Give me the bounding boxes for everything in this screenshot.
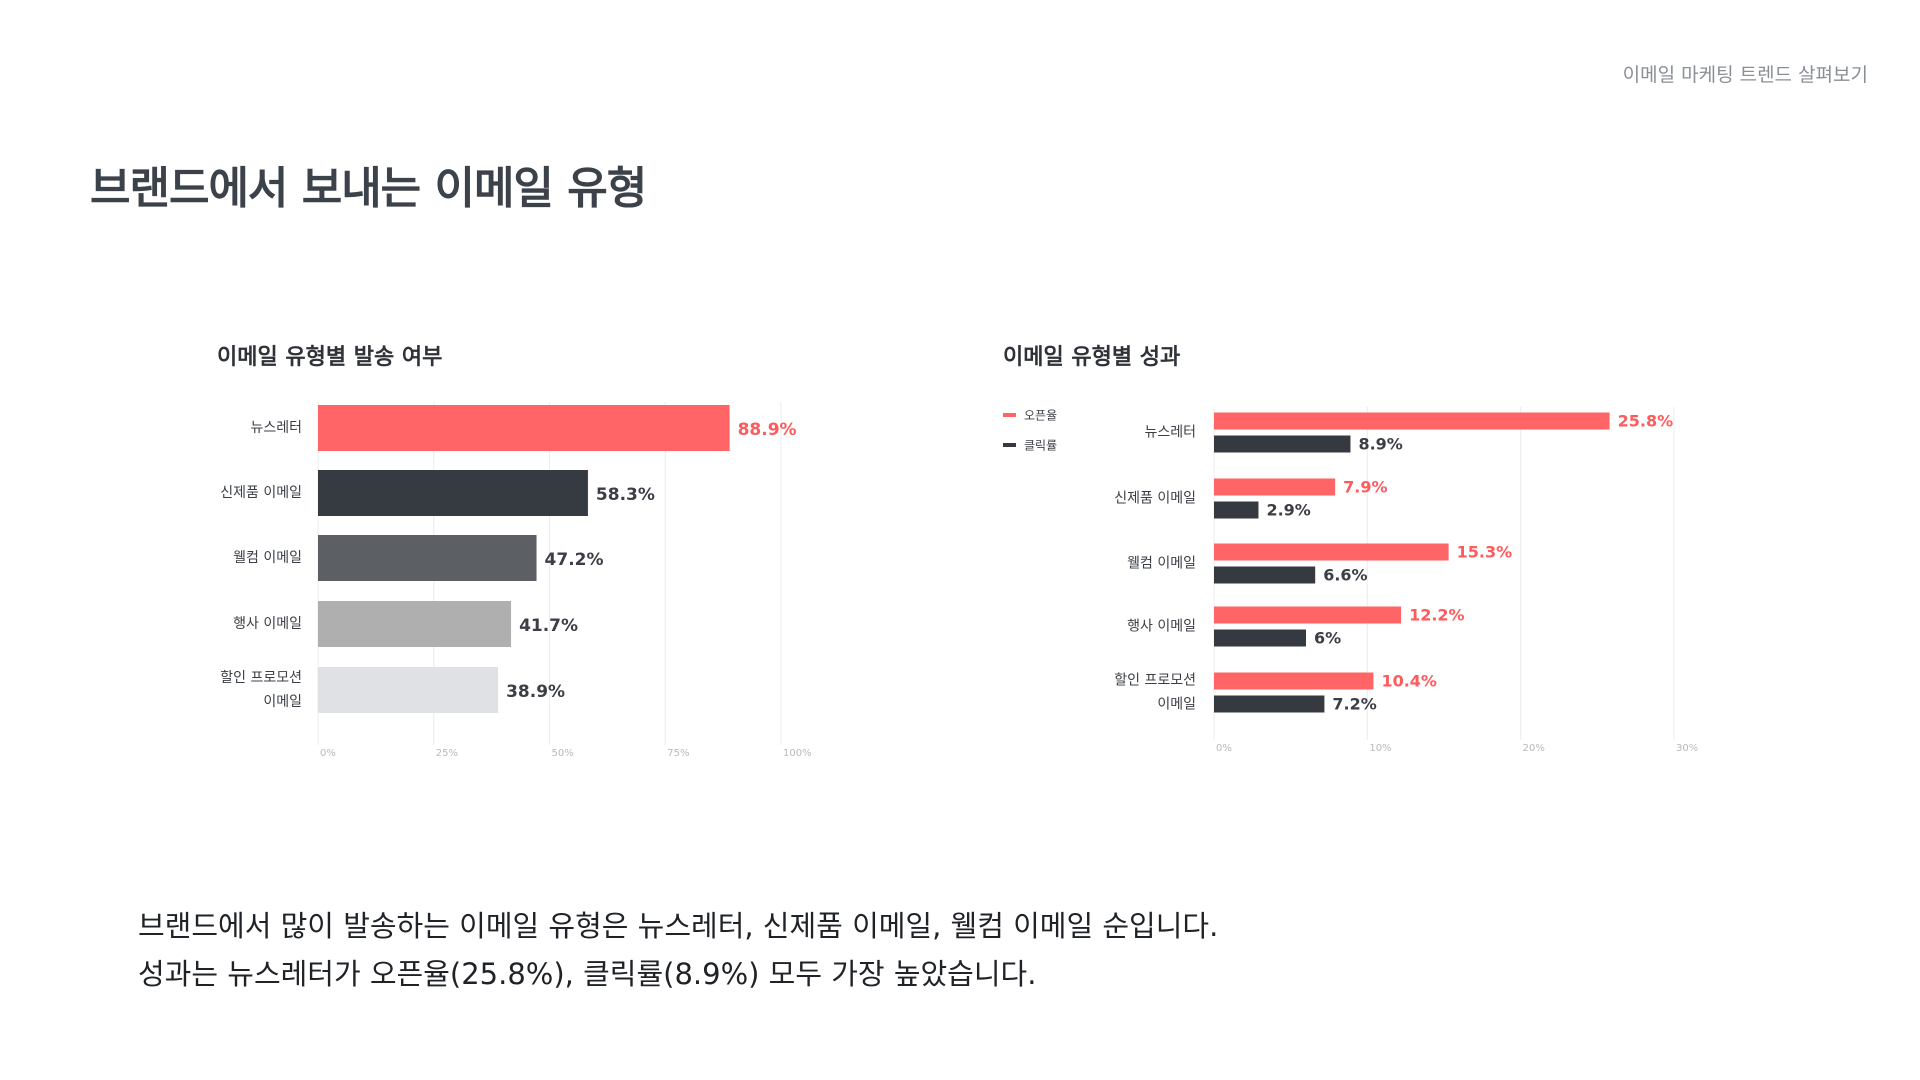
data-label: 58.3%: [596, 485, 655, 505]
bar: [1214, 629, 1306, 647]
bar: [1214, 672, 1374, 690]
summary-line-2: 성과는 뉴스레터가 오픈율(25.8%), 클릭률(8.9%) 모두 가장 높았…: [138, 957, 1037, 991]
bar: [318, 667, 499, 713]
x-tick-label: 30%: [1676, 743, 1698, 754]
category-label: 뉴스레터: [1144, 425, 1196, 441]
x-tick-label: 75%: [667, 748, 689, 759]
bar: [318, 535, 537, 581]
category-label: 행사 이메일: [233, 616, 302, 632]
x-tick-label: 10%: [1369, 743, 1391, 754]
summary-text: 브랜드에서 많이 발송하는 이메일 유형은 뉴스레터, 신제품 이메일, 웰컴 …: [138, 902, 1218, 998]
data-label: 8.9%: [1358, 435, 1402, 454]
data-label: 7.9%: [1343, 478, 1387, 497]
data-label: 6%: [1314, 629, 1341, 648]
bar: [1214, 435, 1351, 453]
x-tick-label: 20%: [1523, 743, 1545, 754]
bar: [318, 405, 730, 451]
bar: [1214, 543, 1449, 561]
bar: [1214, 501, 1259, 519]
category-label: 이메일: [263, 694, 302, 710]
legend-label: 클릭률: [1024, 439, 1057, 453]
bar: [1214, 695, 1325, 713]
data-label: 47.2%: [545, 550, 604, 570]
data-label: 12.2%: [1409, 606, 1465, 625]
data-label: 6.6%: [1323, 566, 1367, 585]
category-label: 뉴스레터: [250, 420, 302, 436]
bar: [318, 601, 512, 647]
category-label: 웰컴 이메일: [233, 550, 302, 566]
data-label: 88.9%: [738, 420, 797, 440]
x-tick-label: 0%: [320, 748, 336, 759]
legend-label: 오픈율: [1024, 409, 1057, 423]
summary-line-1: 브랜드에서 많이 발송하는 이메일 유형은 뉴스레터, 신제품 이메일, 웰컴 …: [138, 909, 1219, 943]
data-label: 15.3%: [1457, 543, 1513, 562]
chart-title-performance: 이메일 유형별 성과: [1003, 345, 1181, 370]
deck-header-label: 이메일 마케팅 트렌드 살펴보기: [1622, 64, 1868, 86]
bar: [1214, 478, 1336, 496]
data-label: 25.8%: [1618, 412, 1674, 431]
data-label: 41.7%: [519, 616, 578, 636]
category-label: 이메일: [1157, 697, 1196, 713]
x-tick-label: 0%: [1216, 743, 1232, 754]
bar: [1214, 606, 1402, 624]
x-tick-label: 100%: [783, 748, 812, 759]
legend-swatch: [1003, 443, 1016, 447]
bar: [318, 470, 588, 516]
page-title: 브랜드에서 보내는 이메일 유형: [90, 163, 647, 214]
x-tick-label: 50%: [552, 748, 574, 759]
category-label: 행사 이메일: [1127, 619, 1196, 635]
chart-title-send-rate: 이메일 유형별 발송 여부: [217, 345, 443, 370]
data-label: 10.4%: [1381, 672, 1437, 691]
category-label: 웰컴 이메일: [1127, 556, 1196, 572]
category-label: 신제품 이메일: [220, 485, 302, 501]
bar: [1214, 566, 1316, 584]
x-tick-label: 25%: [436, 748, 458, 759]
category-label: 할인 프로모션: [1114, 673, 1196, 689]
category-label: 할인 프로모션: [220, 670, 302, 686]
category-label: 신제품 이메일: [1114, 491, 1196, 507]
data-label: 38.9%: [506, 682, 565, 702]
data-label: 2.9%: [1266, 501, 1310, 520]
data-label: 7.2%: [1332, 695, 1376, 714]
bar: [1214, 412, 1610, 430]
legend-swatch: [1003, 413, 1016, 417]
